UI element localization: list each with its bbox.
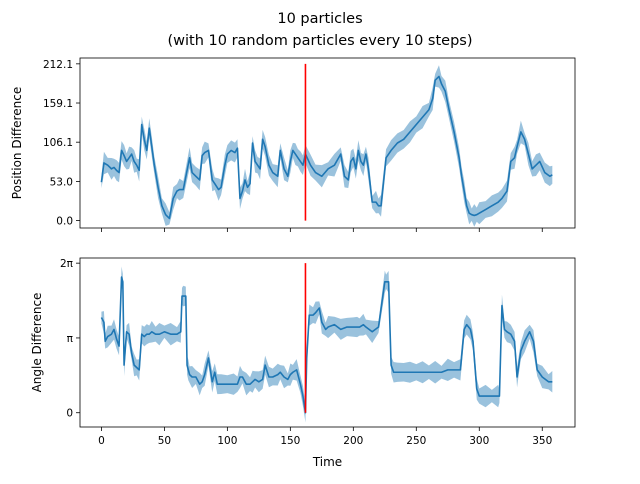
uncertainty-band (101, 65, 553, 227)
y-tick-label: 2π (60, 258, 74, 270)
chart-title-line2: (with 10 random particles every 10 steps… (168, 33, 473, 49)
y-tick-label: 53.0 (50, 176, 73, 188)
x-tick-label: 100 (217, 435, 237, 447)
y-tick-label: 212.1 (43, 59, 73, 71)
plot-area-frame (79, 257, 576, 428)
x-tick-label: 350 (532, 435, 552, 447)
x-tick-label: 200 (343, 435, 363, 447)
y-tick-label: 0.0 (56, 216, 73, 228)
series-line (100, 75, 553, 220)
chart-title-line1: 10 particles (277, 11, 362, 27)
y-tick-label: π (67, 333, 74, 345)
y-axis-label: Position Difference (10, 87, 24, 199)
position-difference-panel: 0.0 53.0 106.1 159.1 212.1 Position Differenc… (10, 57, 576, 232)
x-tick-label: 0 (98, 435, 105, 447)
x-tick-label: 50 (158, 435, 171, 447)
y-axis-label: Angle Difference (30, 293, 44, 393)
x-axis-label: Time (312, 455, 342, 469)
y-tick-label: 106.1 (43, 137, 73, 149)
y-tick-label: 159.1 (43, 98, 73, 110)
x-tick-label: 300 (469, 435, 489, 447)
x-tick-label: 150 (280, 435, 300, 447)
y-tick-label: 0 (66, 408, 73, 420)
series-line (100, 276, 553, 414)
angle-difference-panel: 0 50 100 150 200 250 300 350 0 π 2π Angle Differenc… (30, 257, 576, 469)
uncertainty-band (101, 266, 553, 423)
plot-area-frame (79, 57, 576, 229)
x-tick-label: 250 (406, 435, 426, 447)
